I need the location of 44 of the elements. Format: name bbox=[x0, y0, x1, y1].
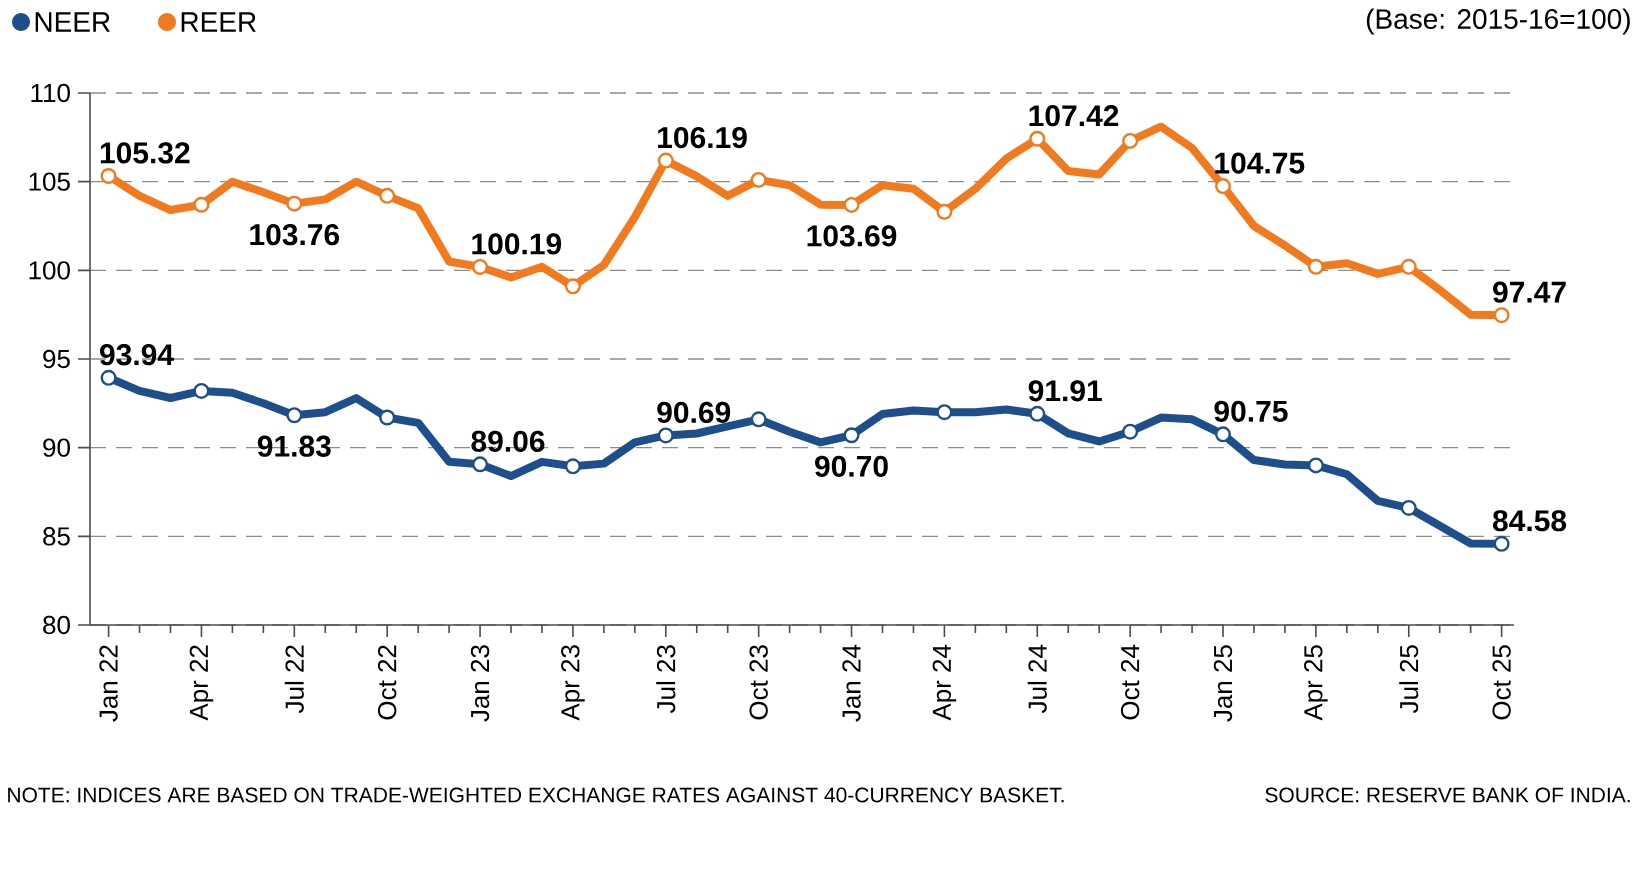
y-tick-label: 80 bbox=[43, 615, 70, 635]
data-label: 90.70 bbox=[815, 455, 888, 477]
data-label: 93.94 bbox=[100, 344, 174, 366]
x-tick-label: Oct 24 bbox=[1120, 644, 1140, 720]
x-tick-label: Jul 25 bbox=[1399, 645, 1419, 714]
x-tick-label: Jan 23 bbox=[470, 645, 490, 722]
data-label: 104.75 bbox=[1215, 152, 1305, 174]
y-tick-label: 105 bbox=[29, 172, 70, 191]
data-label: 91.83 bbox=[257, 435, 331, 457]
data-label: 97.47 bbox=[1493, 281, 1566, 303]
data-label: 103.69 bbox=[807, 225, 897, 247]
x-tick-label: Jul 22 bbox=[284, 645, 304, 714]
data-label: 103.76 bbox=[250, 224, 340, 246]
x-tick-label: Jul 23 bbox=[656, 645, 676, 714]
data-label: 91.91 bbox=[1028, 380, 1102, 402]
data-label: 89.06 bbox=[471, 430, 545, 452]
x-tick-label: Oct 22 bbox=[377, 645, 397, 720]
data-label: 90.75 bbox=[1214, 400, 1288, 422]
data-label: 100.19 bbox=[472, 233, 562, 255]
legend-label: NEER bbox=[35, 12, 110, 32]
data-label: 107.42 bbox=[1029, 105, 1119, 127]
text: NOTE: INDICES ARE BASED ON TRADE-WEIGHTED EXCHANGE RATES AGAINST 40-CURRENCY BASKET. bbox=[8, 787, 1064, 803]
x-tick-label: Apr 25 bbox=[1304, 645, 1328, 721]
x-tick-label: Apr 24 bbox=[932, 644, 957, 721]
y-tick-label: 110 bbox=[31, 83, 70, 103]
x-tick-label: Oct 25 bbox=[1492, 645, 1511, 720]
y-tick-label: 90 bbox=[43, 438, 70, 457]
x-tick-label: Jan 24 bbox=[842, 644, 861, 722]
x-tick-label: Jul 24 bbox=[1027, 644, 1047, 714]
y-tick-label: 95 bbox=[43, 349, 70, 369]
legend-label: REER bbox=[181, 12, 256, 32]
x-tick-label: Apr 22 bbox=[189, 645, 214, 721]
data-label: 106.19 bbox=[658, 126, 747, 149]
data-label: 90.69 bbox=[657, 401, 731, 424]
x-tick-label: Oct 23 bbox=[749, 645, 768, 720]
x-tick-label: Jan 22 bbox=[99, 645, 118, 722]
x-tick-label: Jan 25 bbox=[1213, 645, 1233, 722]
text: (Base: 2015-16=100) bbox=[1366, 8, 1630, 35]
y-tick-label: 85 bbox=[43, 527, 70, 546]
data-label: 105.32 bbox=[100, 142, 190, 164]
source-note: SOURCE: RESERVE BANK OF INDIA. bbox=[1265, 787, 1630, 803]
x-tick-label: Apr 23 bbox=[561, 645, 585, 721]
data-label: 84.58 bbox=[1492, 510, 1567, 532]
y-tick-label: 100 bbox=[29, 261, 70, 280]
